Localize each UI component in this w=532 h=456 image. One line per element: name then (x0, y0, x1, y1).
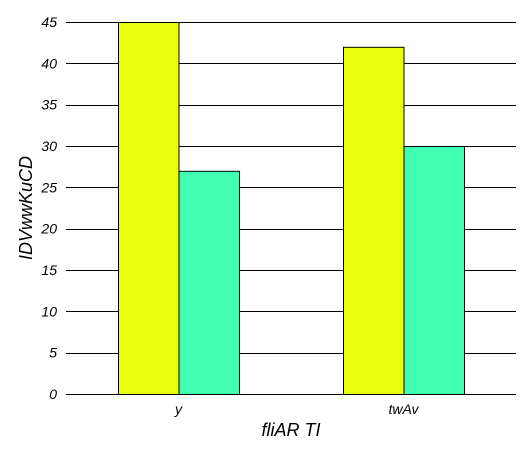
y-tick-labels: 0 5 10 15 20 25 30 35 40 45 (40, 14, 57, 402)
x-tick-label: y (174, 401, 183, 417)
y-axis-title: IDVwwKuCD (16, 156, 36, 260)
y-tick-label: 25 (40, 179, 57, 195)
y-tick-label: 10 (41, 303, 57, 319)
x-axis-title: fliAR TI (261, 420, 320, 440)
y-tick-label: 30 (41, 138, 57, 154)
x-tick-labels: y twAv (174, 401, 420, 417)
bar-y-series-2 (178, 170, 240, 395)
y-tick-label: 45 (41, 14, 57, 30)
bars (118, 22, 465, 396)
y-tick-label: 0 (49, 386, 57, 402)
bar-twAv-series-1 (343, 46, 405, 396)
bar-twAv-series-2 (403, 146, 465, 395)
y-tick-label: 40 (41, 55, 57, 71)
y-tick-label: 5 (49, 345, 57, 361)
x-tick-label: twAv (388, 401, 419, 417)
y-tick-label: 35 (41, 97, 57, 113)
y-tick-label: 20 (40, 221, 57, 237)
bar-y-series-1 (118, 22, 180, 395)
y-tick-label: 15 (41, 262, 57, 278)
